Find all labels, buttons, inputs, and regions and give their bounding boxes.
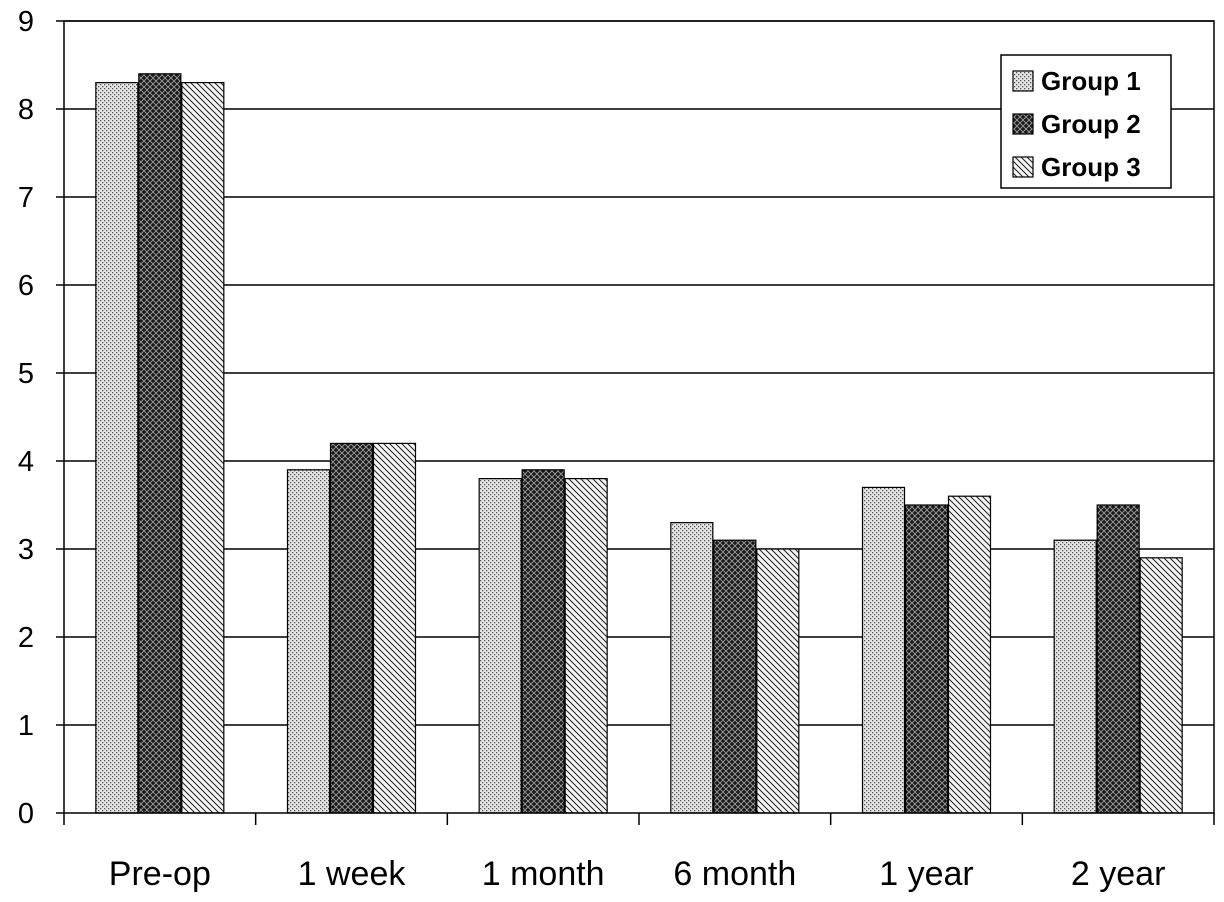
bar-group-3-1-week <box>372 442 417 814</box>
y-axis-tick-labels: 0 1 2 3 4 5 6 7 8 9 <box>18 6 34 830</box>
y-tick-label: 2 <box>18 622 34 654</box>
legend-swatch <box>1012 156 1034 178</box>
bars <box>95 73 1183 814</box>
bar-group-2-6-month <box>713 539 757 814</box>
x-category-label: 1 month <box>482 855 605 893</box>
bar-group-3-1-year <box>947 495 992 814</box>
x-category-label: 2 year <box>1071 855 1166 893</box>
y-tick-label: 1 <box>18 710 34 742</box>
bar-group-2-pre-op <box>138 73 182 814</box>
legend-label: Group 1 <box>1041 66 1141 96</box>
x-category-label: Pre-op <box>109 855 211 893</box>
bar-group-1-pre-op <box>95 81 139 814</box>
axes <box>56 20 1215 825</box>
bar-group-3-pre-op <box>181 81 225 814</box>
bar-group-3-6-month <box>756 548 800 814</box>
bar-group-1-2-year <box>1053 539 1097 814</box>
legend-label: Group 2 <box>1041 109 1141 139</box>
y-tick-label: 6 <box>18 270 34 302</box>
bar-group-3-2-year <box>1139 557 1183 814</box>
bar-group-2-1-year <box>904 504 949 814</box>
y-tick-label: 4 <box>18 446 34 478</box>
bar-group-2-1-week <box>329 442 374 814</box>
y-tick-label: 7 <box>18 182 34 214</box>
bar-group-1-1-month <box>478 478 522 814</box>
legend-swatch <box>1012 70 1034 92</box>
bar-group-1-1-week <box>286 469 331 814</box>
x-category-label: 1 year <box>879 855 974 893</box>
y-tick-label: 0 <box>18 798 34 830</box>
bar-group-1-1-year <box>861 486 906 814</box>
x-category-label: 1 week <box>298 855 407 893</box>
bar-group-3-1-month <box>564 478 608 814</box>
x-axis-category-labels: Pre-op 1 week 1 month 6 month 1 year 2 year <box>109 855 1166 893</box>
x-category-label: 6 month <box>673 855 796 893</box>
y-tick-label: 3 <box>18 534 34 566</box>
bar-group-1-6-month <box>670 521 714 814</box>
y-tick-label: 5 <box>18 358 34 390</box>
legend-label: Group 3 <box>1041 152 1141 182</box>
legend: Group 1 Group 2 Group 3 <box>1000 54 1172 189</box>
legend-swatch <box>1012 113 1034 135</box>
bar-group-2-2-year <box>1096 504 1140 814</box>
y-tick-label: 8 <box>18 94 34 126</box>
y-tick-label: 9 <box>18 6 34 38</box>
bar-group-2-1-month <box>521 469 565 814</box>
